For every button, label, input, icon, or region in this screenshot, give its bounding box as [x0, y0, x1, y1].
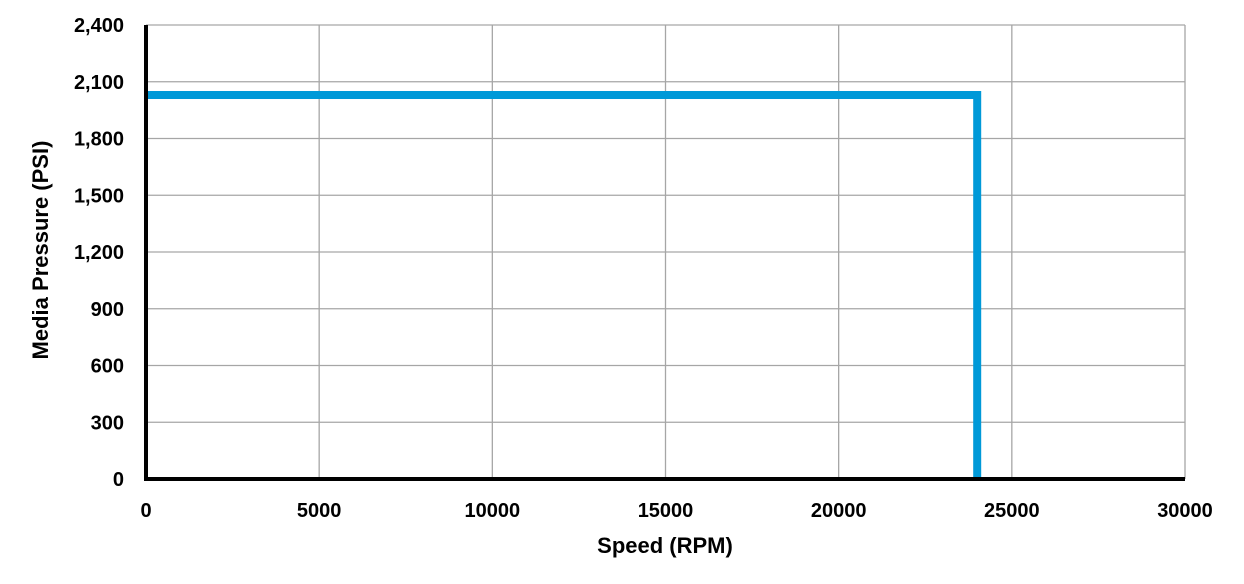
y-axis-title: Media Pressure (PSI) [28, 141, 53, 360]
x-tick-label: 5000 [297, 500, 342, 522]
x-tick-label: 20000 [811, 500, 867, 522]
y-tick-label: 1,500 [74, 185, 124, 207]
y-tick-label: 900 [91, 299, 124, 321]
y-tick-labels: 0 300 600 900 1,200 1,500 1,800 2,100 2,400 [74, 15, 124, 491]
x-tick-label: 0 [140, 500, 151, 522]
y-tick-label: 0 [113, 469, 124, 491]
y-tick-label: 2,400 [74, 15, 124, 37]
x-axis-title: Speed (RPM) [597, 533, 733, 558]
series-line [146, 90, 982, 479]
x-tick-label: 15000 [638, 500, 694, 522]
x-tick-labels: 0 5000 10000 15000 20000 25000 30000 [140, 500, 1212, 522]
x-tick-label: 10000 [465, 500, 521, 522]
y-tick-label: 2,100 [74, 72, 124, 94]
series-layer [146, 90, 982, 479]
x-tick-label: 30000 [1157, 500, 1213, 522]
y-tick-label: 600 [91, 356, 124, 378]
y-tick-label: 300 [91, 412, 124, 434]
x-tick-label: 25000 [984, 500, 1040, 522]
y-tick-label: 1,800 [74, 129, 124, 151]
grid-lines [146, 24, 1186, 479]
y-tick-label: 1,200 [74, 242, 124, 264]
axes [144, 25, 1185, 481]
